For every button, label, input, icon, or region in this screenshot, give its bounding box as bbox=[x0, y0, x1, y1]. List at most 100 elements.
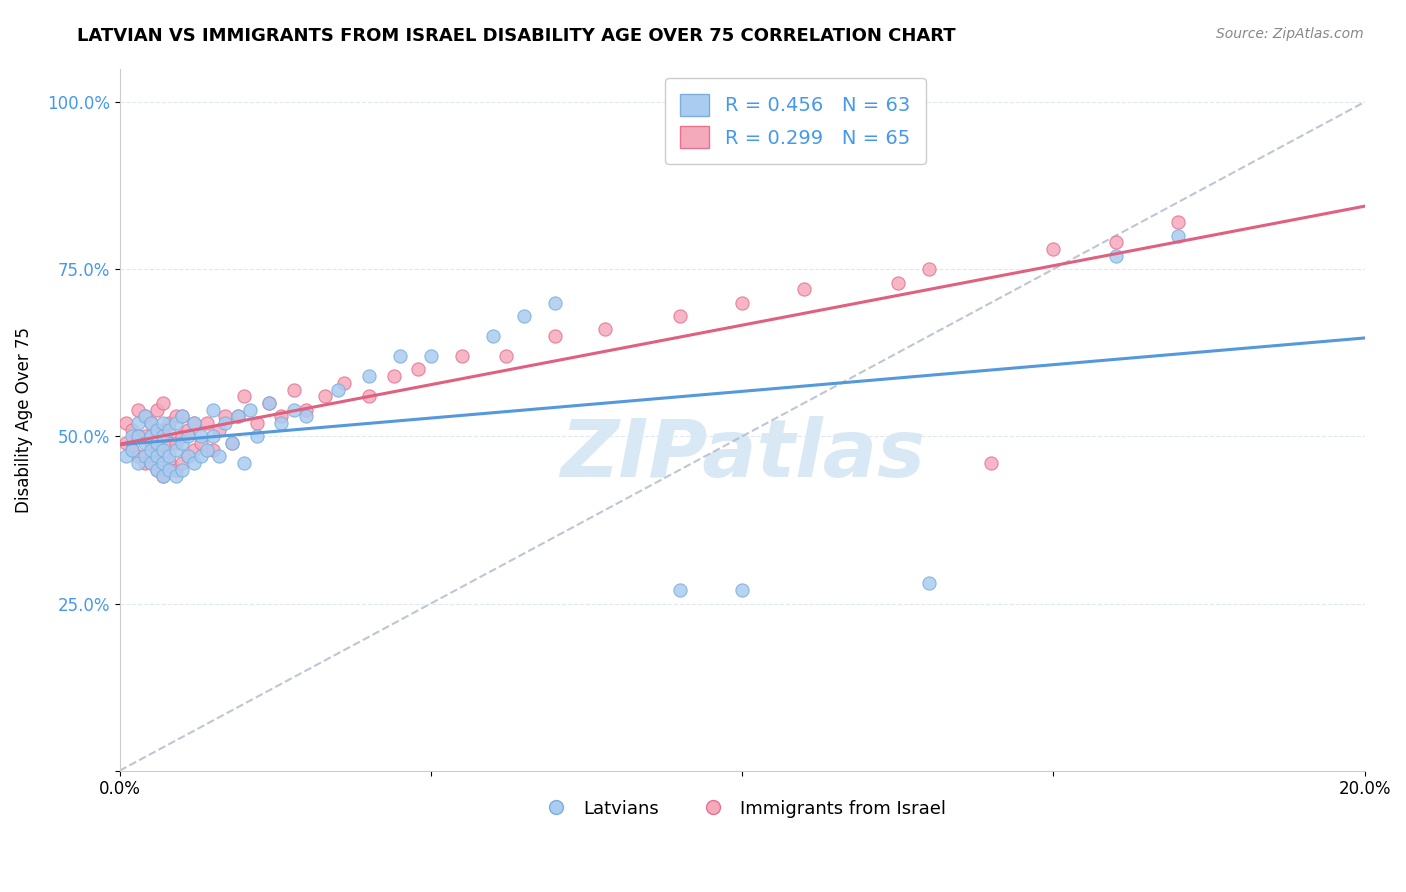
Point bbox=[146, 442, 169, 457]
Point bbox=[139, 456, 162, 470]
Point bbox=[495, 349, 517, 363]
Point bbox=[139, 456, 162, 470]
Point bbox=[239, 402, 262, 417]
Point bbox=[357, 389, 380, 403]
Point bbox=[170, 409, 193, 424]
Point bbox=[170, 409, 193, 424]
Point bbox=[152, 456, 174, 470]
Point bbox=[593, 322, 616, 336]
Point bbox=[165, 469, 187, 483]
Point bbox=[134, 450, 156, 464]
Point bbox=[270, 409, 292, 424]
Point bbox=[134, 436, 156, 450]
Point bbox=[1042, 242, 1064, 256]
Point bbox=[201, 429, 224, 443]
Point bbox=[139, 416, 162, 430]
Point bbox=[731, 583, 754, 598]
Point bbox=[226, 409, 249, 424]
Point bbox=[382, 369, 405, 384]
Point bbox=[152, 442, 174, 457]
Point bbox=[388, 349, 411, 363]
Point bbox=[257, 396, 280, 410]
Point bbox=[887, 276, 910, 290]
Point bbox=[177, 450, 200, 464]
Point bbox=[177, 450, 200, 464]
Point bbox=[183, 416, 205, 430]
Point bbox=[214, 409, 236, 424]
Point bbox=[134, 409, 156, 424]
Point bbox=[513, 309, 536, 323]
Point bbox=[283, 383, 305, 397]
Point bbox=[127, 416, 149, 430]
Point bbox=[139, 436, 162, 450]
Point bbox=[195, 442, 218, 457]
Point bbox=[170, 463, 193, 477]
Point bbox=[146, 423, 169, 437]
Point bbox=[408, 362, 430, 376]
Point bbox=[980, 456, 1002, 470]
Point bbox=[233, 389, 256, 403]
Point bbox=[201, 442, 224, 457]
Point bbox=[793, 282, 815, 296]
Point bbox=[152, 416, 174, 430]
Point bbox=[127, 456, 149, 470]
Text: ZIPatlas: ZIPatlas bbox=[560, 416, 925, 493]
Point bbox=[245, 429, 267, 443]
Point bbox=[121, 423, 143, 437]
Point bbox=[121, 442, 143, 457]
Point bbox=[157, 436, 180, 450]
Point bbox=[544, 329, 567, 343]
Point bbox=[177, 423, 200, 437]
Point bbox=[669, 309, 692, 323]
Point bbox=[170, 436, 193, 450]
Point bbox=[152, 396, 174, 410]
Point bbox=[326, 383, 349, 397]
Text: LATVIAN VS IMMIGRANTS FROM ISRAEL DISABILITY AGE OVER 75 CORRELATION CHART: LATVIAN VS IMMIGRANTS FROM ISRAEL DISABI… bbox=[77, 27, 956, 45]
Point bbox=[146, 436, 169, 450]
Point bbox=[139, 442, 162, 457]
Point bbox=[127, 450, 149, 464]
Point bbox=[121, 429, 143, 443]
Point bbox=[152, 450, 174, 464]
Point bbox=[918, 262, 941, 277]
Point bbox=[114, 436, 136, 450]
Point bbox=[190, 436, 212, 450]
Point bbox=[114, 416, 136, 430]
Point bbox=[127, 402, 149, 417]
Point bbox=[190, 450, 212, 464]
Point bbox=[451, 349, 474, 363]
Point bbox=[295, 409, 318, 424]
Point bbox=[257, 396, 280, 410]
Point bbox=[127, 429, 149, 443]
Point bbox=[152, 423, 174, 437]
Point bbox=[165, 442, 187, 457]
Point bbox=[226, 409, 249, 424]
Point bbox=[332, 376, 354, 390]
Point bbox=[165, 463, 187, 477]
Point bbox=[177, 429, 200, 443]
Point bbox=[127, 429, 149, 443]
Point bbox=[221, 436, 243, 450]
Point bbox=[146, 463, 169, 477]
Point bbox=[157, 450, 180, 464]
Point bbox=[152, 469, 174, 483]
Point bbox=[1167, 228, 1189, 243]
Point bbox=[146, 402, 169, 417]
Point bbox=[139, 416, 162, 430]
Point bbox=[146, 463, 169, 477]
Point bbox=[165, 436, 187, 450]
Point bbox=[134, 456, 156, 470]
Point bbox=[183, 456, 205, 470]
Point bbox=[152, 429, 174, 443]
Point bbox=[170, 429, 193, 443]
Point bbox=[419, 349, 441, 363]
Text: Source: ZipAtlas.com: Source: ZipAtlas.com bbox=[1216, 27, 1364, 41]
Point bbox=[157, 416, 180, 430]
Point bbox=[201, 402, 224, 417]
Point bbox=[731, 295, 754, 310]
Point bbox=[208, 423, 231, 437]
Point bbox=[283, 402, 305, 417]
Point bbox=[208, 450, 231, 464]
Point bbox=[214, 416, 236, 430]
Point bbox=[139, 429, 162, 443]
